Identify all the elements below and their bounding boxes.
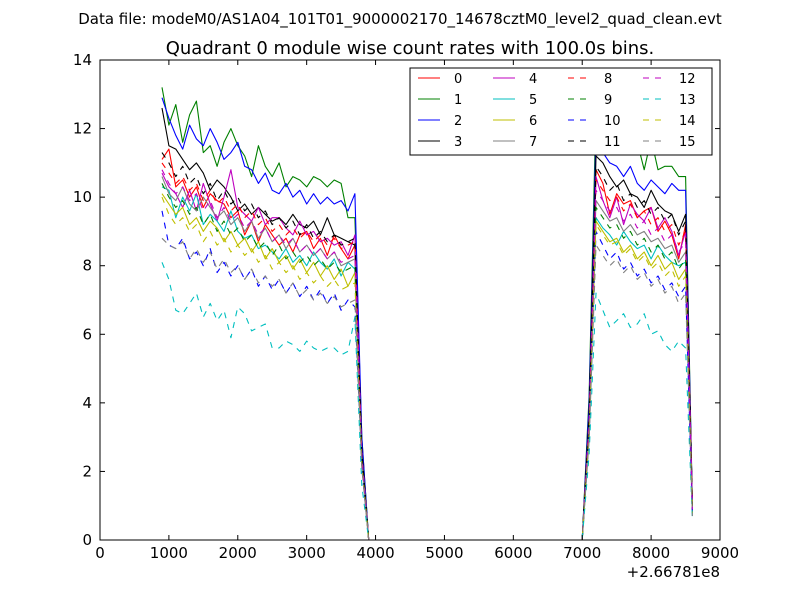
x-tick-label: 8000 bbox=[632, 544, 670, 562]
series-line-5 bbox=[161, 186, 693, 540]
legend-label-2: 2 bbox=[454, 114, 462, 129]
legend-label-1: 1 bbox=[454, 93, 462, 108]
y-tick-label: 2 bbox=[82, 462, 92, 480]
figure-suptitle: Data file: modeM0/AS1A04_101T01_90000021… bbox=[78, 10, 722, 29]
legend-label-6: 6 bbox=[529, 114, 537, 129]
y-tick-label: 12 bbox=[73, 120, 92, 138]
legend-label-11: 11 bbox=[604, 135, 621, 150]
x-axis-offset-label: +2.66781e8 bbox=[627, 563, 720, 581]
series-line-3 bbox=[161, 107, 693, 540]
legend-label-13: 13 bbox=[679, 93, 696, 108]
legend-label-8: 8 bbox=[604, 72, 612, 87]
x-tick-label: 5000 bbox=[425, 544, 463, 562]
x-tick-label: 7000 bbox=[563, 544, 601, 562]
legend-label-5: 5 bbox=[529, 93, 537, 108]
series-line-9 bbox=[161, 183, 693, 540]
legend-label-15: 15 bbox=[679, 135, 696, 150]
legend-label-4: 4 bbox=[529, 72, 537, 87]
series-line-15 bbox=[161, 237, 693, 540]
series-line-7 bbox=[161, 176, 693, 540]
legend-label-10: 10 bbox=[604, 114, 621, 129]
legend-label-12: 12 bbox=[679, 72, 696, 87]
y-tick-label: 14 bbox=[73, 51, 92, 69]
y-tick-label: 4 bbox=[82, 394, 92, 412]
x-tick-label: 2000 bbox=[219, 544, 257, 562]
series-line-14 bbox=[161, 196, 693, 540]
series-line-12 bbox=[161, 169, 693, 540]
series-line-10 bbox=[161, 210, 693, 540]
plot-series bbox=[161, 87, 693, 540]
x-axis: 0 1000 2000 3000 4000 5000 6000 7000 8000 9000 bbox=[95, 60, 739, 562]
series-line-11 bbox=[161, 152, 693, 540]
series-line-6 bbox=[161, 193, 693, 540]
legend-label-3: 3 bbox=[454, 135, 462, 150]
legend-label-0: 0 bbox=[454, 72, 462, 87]
legend-label-7: 7 bbox=[529, 135, 537, 150]
x-tick-label: 6000 bbox=[494, 544, 532, 562]
series-line-13 bbox=[161, 262, 693, 540]
y-tick-label: 8 bbox=[82, 257, 92, 275]
legend-label-9: 9 bbox=[604, 93, 612, 108]
plot-area-frame bbox=[99, 59, 721, 541]
x-tick-label: 4000 bbox=[356, 544, 394, 562]
series-line-0 bbox=[161, 148, 693, 540]
x-tick-label: 0 bbox=[95, 544, 105, 562]
chart-title: Quadrant 0 module wise count rates with … bbox=[166, 38, 655, 59]
x-tick-label: 3000 bbox=[288, 544, 326, 562]
series-line-8 bbox=[161, 162, 693, 540]
y-tick-label: 6 bbox=[82, 325, 92, 343]
x-tick-label: 1000 bbox=[150, 544, 188, 562]
legend-frame bbox=[409, 67, 713, 156]
y-tick-label: 10 bbox=[73, 188, 92, 206]
y-tick-label: 0 bbox=[82, 531, 92, 549]
series-line-2 bbox=[161, 97, 693, 540]
legend-label-14: 14 bbox=[679, 114, 696, 129]
x-tick-label: 9000 bbox=[701, 544, 739, 562]
